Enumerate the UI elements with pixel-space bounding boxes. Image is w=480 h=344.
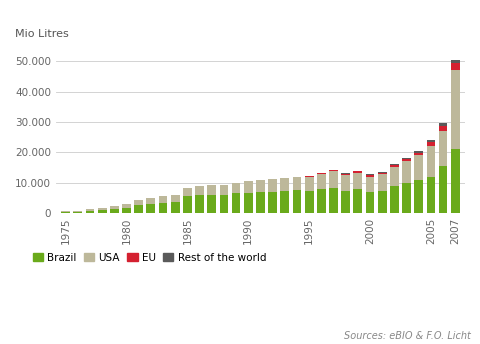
Bar <box>134 205 143 213</box>
Bar <box>451 70 460 149</box>
Bar <box>402 161 411 183</box>
Bar <box>232 183 240 193</box>
Bar <box>171 202 180 213</box>
Bar <box>146 198 155 204</box>
Bar <box>451 63 460 70</box>
Bar <box>85 211 95 213</box>
Text: Sources: eBIO & F.O. Licht: Sources: eBIO & F.O. Licht <box>344 331 470 341</box>
Bar <box>366 192 374 213</box>
Bar <box>402 159 411 161</box>
Bar <box>451 149 460 213</box>
Bar <box>85 209 95 211</box>
Bar <box>61 211 70 213</box>
Bar <box>329 170 338 171</box>
Bar <box>158 203 168 213</box>
Bar <box>195 186 204 195</box>
Bar <box>341 191 350 213</box>
Bar <box>146 204 155 213</box>
Bar <box>390 164 399 165</box>
Bar <box>256 192 265 213</box>
Text: Mio Litres: Mio Litres <box>15 29 69 39</box>
Bar <box>366 176 374 192</box>
Bar <box>158 196 168 203</box>
Bar <box>122 204 131 208</box>
Bar <box>378 174 386 191</box>
Bar <box>110 209 119 213</box>
Bar <box>305 176 313 177</box>
Bar <box>268 192 277 213</box>
Bar <box>329 171 338 188</box>
Bar <box>439 131 447 166</box>
Bar <box>366 175 374 176</box>
Bar <box>219 185 228 195</box>
Bar <box>244 193 252 213</box>
Bar <box>439 126 447 131</box>
Bar <box>183 196 192 213</box>
Bar <box>390 186 399 213</box>
Bar <box>341 174 350 175</box>
Bar <box>305 177 313 191</box>
Bar <box>341 175 350 191</box>
Bar <box>134 200 143 205</box>
Bar <box>414 180 423 213</box>
Bar <box>353 171 362 173</box>
Bar <box>390 168 399 186</box>
Bar <box>317 189 326 213</box>
Bar <box>427 176 435 213</box>
Bar <box>414 151 423 153</box>
Bar <box>427 142 435 146</box>
Bar <box>219 195 228 213</box>
Bar <box>317 174 326 189</box>
Bar <box>414 155 423 180</box>
Bar <box>353 173 362 189</box>
Bar <box>110 206 119 209</box>
Bar <box>98 210 107 213</box>
Bar <box>402 158 411 159</box>
Bar <box>98 208 107 210</box>
Bar <box>427 140 435 142</box>
Bar <box>439 123 447 126</box>
Bar <box>232 193 240 213</box>
Bar <box>378 173 386 174</box>
Bar <box>378 172 386 173</box>
Bar <box>73 212 82 213</box>
Bar <box>317 173 326 174</box>
Bar <box>427 146 435 176</box>
Bar <box>73 211 82 212</box>
Bar <box>256 180 265 192</box>
Bar <box>378 191 386 213</box>
Bar <box>207 185 216 194</box>
Bar <box>414 153 423 155</box>
Bar <box>280 178 289 191</box>
Bar <box>183 187 192 196</box>
Bar <box>353 189 362 213</box>
Bar <box>439 166 447 213</box>
Bar <box>195 195 204 213</box>
Bar <box>305 191 313 213</box>
Bar <box>390 165 399 168</box>
Bar <box>280 191 289 213</box>
Legend: Brazil, USA, EU, Rest of the world: Brazil, USA, EU, Rest of the world <box>28 248 270 267</box>
Bar <box>293 190 301 213</box>
Bar <box>451 60 460 63</box>
Bar <box>293 176 301 190</box>
Bar <box>122 208 131 213</box>
Bar <box>366 174 374 175</box>
Bar <box>402 183 411 213</box>
Bar <box>171 195 180 202</box>
Bar <box>207 194 216 213</box>
Bar <box>329 188 338 213</box>
Bar <box>244 181 252 193</box>
Bar <box>268 179 277 192</box>
